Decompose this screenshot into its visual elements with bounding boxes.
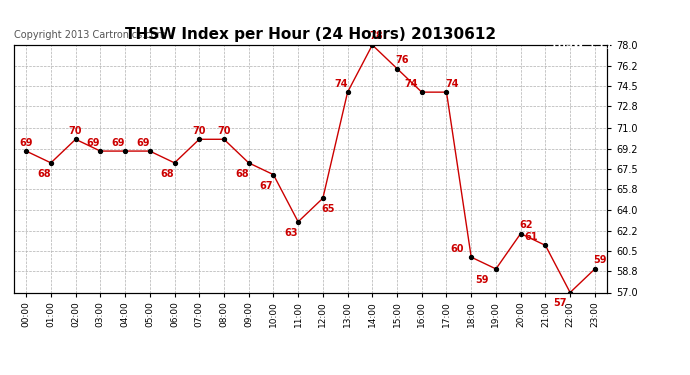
Text: Copyright 2013 Cartronics.com: Copyright 2013 Cartronics.com [14, 30, 166, 40]
Point [194, 136, 205, 142]
Point [589, 266, 600, 272]
Point [46, 160, 57, 166]
Point [367, 42, 378, 48]
Text: 68: 68 [161, 169, 175, 179]
Text: 65: 65 [322, 204, 335, 214]
Point [441, 89, 452, 95]
Point [95, 148, 106, 154]
Text: 68: 68 [235, 169, 248, 179]
Point [317, 195, 328, 201]
Point [219, 136, 230, 142]
Point [540, 242, 551, 248]
Text: 74: 74 [404, 79, 417, 88]
Text: 60: 60 [451, 244, 464, 254]
Text: 69: 69 [19, 138, 33, 147]
Text: 70: 70 [69, 126, 82, 136]
Text: 78: 78 [370, 32, 383, 42]
Text: 69: 69 [136, 138, 150, 147]
Text: 59: 59 [475, 275, 489, 285]
Text: 61: 61 [525, 232, 538, 242]
Point [144, 148, 155, 154]
Point [119, 148, 130, 154]
Text: 76: 76 [396, 55, 409, 65]
Title: THSW Index per Hour (24 Hours) 20130612: THSW Index per Hour (24 Hours) 20130612 [125, 27, 496, 42]
Text: 68: 68 [37, 169, 51, 179]
Text: 70: 70 [193, 126, 206, 136]
Point [416, 89, 427, 95]
Text: 74: 74 [334, 79, 347, 88]
Text: 69: 69 [87, 138, 100, 147]
Point [466, 254, 477, 260]
Point [342, 89, 353, 95]
Text: 63: 63 [284, 228, 298, 238]
Text: 62: 62 [520, 220, 533, 230]
Text: 67: 67 [259, 180, 273, 190]
Text: 57: 57 [553, 298, 567, 308]
Text: THSW  (°F): THSW (°F) [551, 39, 611, 49]
Point [293, 219, 304, 225]
Point [21, 148, 32, 154]
Point [268, 172, 279, 178]
Point [391, 66, 402, 72]
Text: 59: 59 [593, 255, 607, 266]
Text: 74: 74 [445, 79, 459, 88]
Point [515, 231, 526, 237]
Point [243, 160, 254, 166]
Point [169, 160, 180, 166]
Text: 70: 70 [217, 126, 230, 136]
Point [70, 136, 81, 142]
Text: 69: 69 [111, 138, 125, 147]
Point [491, 266, 502, 272]
Point [564, 290, 575, 296]
